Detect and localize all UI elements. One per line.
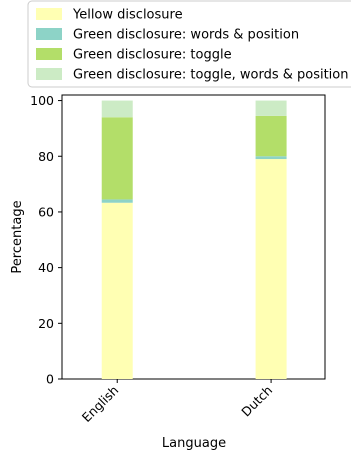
y-axis-label: Percentage [10,200,25,273]
bar-segment-1-dutch [255,159,287,379]
y-tick-label: 100 [30,93,54,108]
plot-area: 0 20 40 60 80 100 English Dutch [30,93,326,425]
bar-segment-3-dutch [255,115,287,157]
bar-segment-2-dutch [255,156,287,160]
y-tick-label: 80 [38,149,54,164]
bar-segment-4-english [101,100,133,118]
legend-entry-label: Green disclosure: words & position [73,28,299,43]
legend-swatch [36,48,62,60]
x-axis-label: Language [162,436,226,451]
y-tick-label: 0 [46,372,54,387]
bar-segment-3-english [101,117,133,200]
legend-swatch [36,28,62,40]
x-tick-label: Dutch [238,383,275,420]
legend-entry-label: Green disclosure: toggle, words & positi… [73,68,348,83]
y-tick-label: 60 [38,204,54,219]
y-tick-label: 40 [38,260,54,275]
bar-layer [101,100,287,379]
bar-segment-4-dutch [255,100,287,116]
bar-segment-1-english [101,202,133,379]
bar-segment-2-english [101,199,133,203]
x-axis: English Dutch [79,379,275,425]
plot-frame [61,94,326,380]
chart-legend: Yellow disclosure Green disclosure: words… [27,0,351,88]
legend-swatch [36,8,62,20]
legend-entry-label: Green disclosure: toggle [73,48,232,63]
legend-frame [27,0,351,88]
y-axis: 0 20 40 60 80 100 [30,93,62,387]
y-tick-label: 20 [38,316,54,331]
legend-entry-label: Yellow disclosure [72,8,183,23]
x-tick-label: English [79,383,122,426]
legend-swatch [36,68,62,80]
